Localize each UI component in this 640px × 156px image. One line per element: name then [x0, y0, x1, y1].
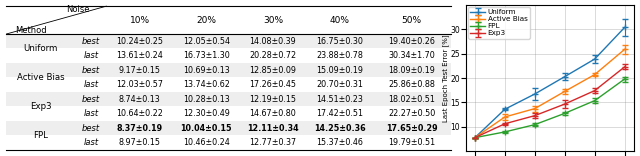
- Y-axis label: Last Epoch Test Error [%]: Last Epoch Test Error [%]: [442, 34, 449, 122]
- Text: Method: Method: [15, 26, 47, 35]
- Text: 10.04±0.15: 10.04±0.15: [180, 124, 232, 133]
- Text: 12.77±0.37: 12.77±0.37: [250, 138, 296, 147]
- Text: 20%: 20%: [196, 16, 216, 25]
- Text: 10.24±0.25: 10.24±0.25: [116, 37, 163, 46]
- Text: 9.17±0.15: 9.17±0.15: [118, 66, 161, 75]
- Text: 10.64±0.22: 10.64±0.22: [116, 109, 163, 118]
- Text: last: last: [83, 80, 99, 89]
- Text: last: last: [83, 109, 99, 118]
- Text: Noise: Noise: [67, 5, 90, 14]
- Text: 12.30±0.49: 12.30±0.49: [183, 109, 230, 118]
- Text: 30.34±1.70: 30.34±1.70: [388, 51, 435, 60]
- Text: 14.51±0.23: 14.51±0.23: [316, 95, 363, 104]
- Text: 20.70±0.31: 20.70±0.31: [316, 80, 363, 89]
- Text: 10.69±0.13: 10.69±0.13: [183, 66, 230, 75]
- Text: 15.09±0.19: 15.09±0.19: [316, 66, 363, 75]
- Text: 12.11±0.34: 12.11±0.34: [247, 124, 299, 133]
- Text: last: last: [83, 51, 99, 60]
- Text: best: best: [82, 95, 100, 104]
- Text: 40%: 40%: [330, 16, 349, 25]
- Text: best: best: [82, 66, 100, 75]
- Text: 16.75±0.30: 16.75±0.30: [316, 37, 363, 46]
- Legend: Uniform, Active Bias, FPL, Exp3: Uniform, Active Bias, FPL, Exp3: [468, 7, 530, 39]
- Text: 17.26±0.45: 17.26±0.45: [250, 80, 296, 89]
- Text: best: best: [82, 124, 100, 133]
- Text: 13.61±0.24: 13.61±0.24: [116, 51, 163, 60]
- Text: 8.37±0.19: 8.37±0.19: [116, 124, 163, 133]
- Bar: [6, 63, 451, 77]
- Text: 17.65±0.29: 17.65±0.29: [386, 124, 438, 133]
- Text: 20.28±0.72: 20.28±0.72: [250, 51, 296, 60]
- Bar: [6, 34, 451, 49]
- Text: 14.67±0.80: 14.67±0.80: [250, 109, 296, 118]
- Text: 14.25±0.36: 14.25±0.36: [314, 124, 365, 133]
- Bar: [6, 121, 451, 135]
- Text: 25.86±0.88: 25.86±0.88: [388, 80, 435, 89]
- Text: 12.85±0.09: 12.85±0.09: [250, 66, 296, 75]
- Text: Active Bias: Active Bias: [17, 73, 65, 82]
- Text: 19.40±0.26: 19.40±0.26: [388, 37, 435, 46]
- Text: 14.08±0.39: 14.08±0.39: [250, 37, 296, 46]
- Text: 23.88±0.78: 23.88±0.78: [316, 51, 363, 60]
- Text: last: last: [83, 138, 99, 147]
- Text: 10%: 10%: [130, 16, 150, 25]
- Text: 8.74±0.13: 8.74±0.13: [119, 95, 161, 104]
- Text: Exp3: Exp3: [30, 102, 52, 111]
- Text: 12.03±0.57: 12.03±0.57: [116, 80, 163, 89]
- Text: 18.02±0.51: 18.02±0.51: [388, 95, 435, 104]
- Text: 19.79±0.51: 19.79±0.51: [388, 138, 435, 147]
- Text: FPL: FPL: [33, 131, 48, 140]
- Bar: [6, 92, 451, 106]
- Text: 12.19±0.15: 12.19±0.15: [250, 95, 296, 104]
- Text: 12.05±0.54: 12.05±0.54: [183, 37, 230, 46]
- Text: 50%: 50%: [402, 16, 422, 25]
- Text: 10.28±0.13: 10.28±0.13: [183, 95, 230, 104]
- Text: best: best: [82, 37, 100, 46]
- Text: 10.46±0.24: 10.46±0.24: [183, 138, 230, 147]
- Text: 22.27±0.50: 22.27±0.50: [388, 109, 435, 118]
- Text: Uniform: Uniform: [24, 44, 58, 53]
- Text: 17.42±0.51: 17.42±0.51: [316, 109, 363, 118]
- Text: 30%: 30%: [263, 16, 283, 25]
- Text: 16.73±1.30: 16.73±1.30: [183, 51, 230, 60]
- Text: 13.74±0.62: 13.74±0.62: [183, 80, 230, 89]
- Text: 8.97±0.15: 8.97±0.15: [118, 138, 161, 147]
- Text: 18.09±0.19: 18.09±0.19: [388, 66, 435, 75]
- Text: 15.37±0.46: 15.37±0.46: [316, 138, 363, 147]
